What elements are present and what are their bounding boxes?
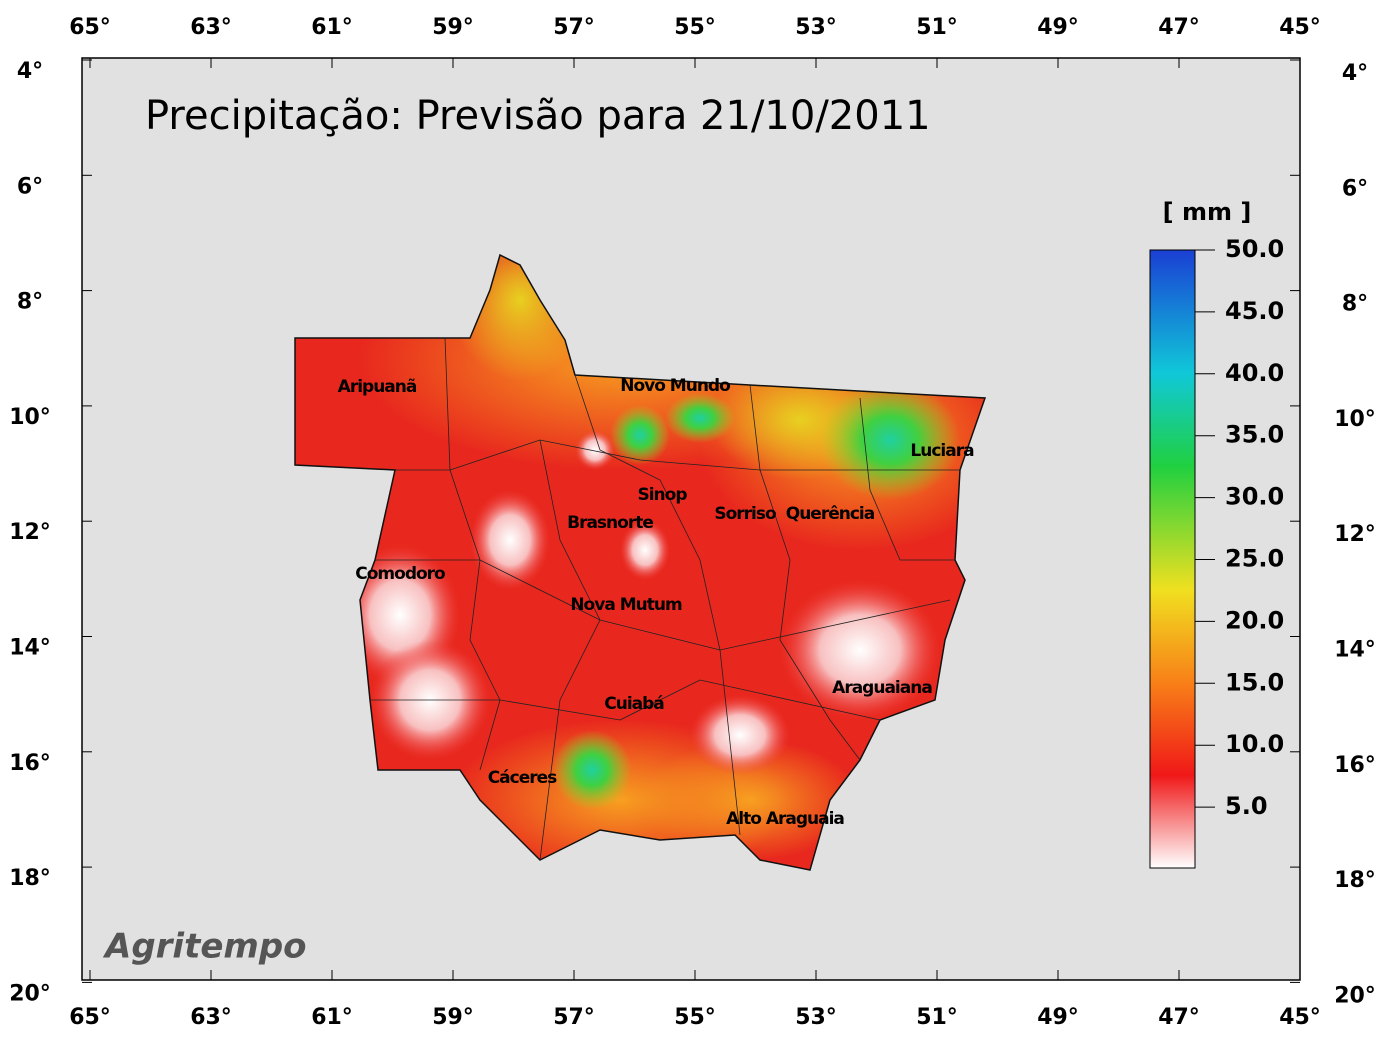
lon-label: 47° [1158, 1005, 1200, 1030]
colorbar-label: 50.0 [1225, 235, 1284, 263]
city-label: Brasnorte [567, 513, 653, 533]
lon-label: 53° [795, 1005, 837, 1030]
city-label: Aripuanã [338, 377, 417, 397]
colorbar-label: 15.0 [1225, 668, 1284, 696]
lon-label: 51° [916, 15, 958, 40]
lon-label: 53° [795, 15, 837, 40]
lat-label: 10° [9, 405, 51, 430]
credit-logo: Agritempo [102, 927, 307, 967]
lon-label: 55° [674, 1005, 716, 1030]
lon-label: 59° [432, 15, 474, 40]
city-label: Nova Mutum [570, 595, 682, 615]
lat-label: 16° [9, 751, 51, 776]
lat-label: 18° [1334, 868, 1376, 893]
city-label: Comodoro [355, 564, 445, 584]
lat-label: 4° [17, 59, 43, 84]
lon-label: 63° [190, 1005, 232, 1030]
colorbar [1149, 249, 1196, 869]
lon-label: 49° [1037, 15, 1079, 40]
lat-label: 4° [1342, 61, 1368, 86]
lon-label: 57° [553, 1005, 595, 1030]
lat-label: 20° [1334, 983, 1376, 1008]
map-title: Precipitação: Previsão para 21/10/2011 [145, 93, 931, 139]
colorbar-label: 45.0 [1225, 297, 1284, 325]
lon-label: 57° [553, 15, 595, 40]
city-label: Cáceres [488, 768, 557, 788]
colorbar-label: 5.0 [1225, 792, 1268, 820]
city-label: Luciara [910, 441, 974, 461]
lon-label: 49° [1037, 1005, 1079, 1030]
lat-label: 18° [9, 866, 51, 891]
city-label: Querência [786, 504, 875, 524]
lon-label: 63° [190, 15, 232, 40]
colorbar-label: 30.0 [1225, 483, 1284, 511]
lon-label: 47° [1158, 15, 1200, 40]
lon-label: 65° [69, 15, 111, 40]
lat-label: 6° [17, 174, 43, 199]
colorbar-label: 35.0 [1225, 421, 1284, 449]
lon-label: 59° [432, 1005, 474, 1030]
lat-label: 14° [9, 636, 51, 661]
lat-label: 12° [1334, 522, 1376, 547]
city-label: Araguaiana [832, 678, 932, 698]
city-label: Sorriso [714, 504, 776, 524]
municipality-borders [370, 337, 960, 861]
lat-label: 16° [1334, 753, 1376, 778]
city-label: Alto Araguaia [726, 809, 844, 829]
colorbar-label: 20.0 [1225, 606, 1284, 634]
lat-label: 8° [1342, 292, 1368, 317]
lon-label: 55° [674, 15, 716, 40]
lon-label: 65° [69, 1005, 111, 1030]
colorbar-label: 40.0 [1225, 359, 1284, 387]
colorbar-label: 25.0 [1225, 545, 1284, 573]
lat-label: 14° [1334, 638, 1376, 663]
lat-label: 8° [17, 290, 43, 315]
lat-label: 12° [9, 520, 51, 545]
city-label: Novo Mundo [620, 376, 730, 396]
lon-label: 45° [1279, 1005, 1321, 1030]
lon-label: 61° [311, 1005, 353, 1030]
colorbar-unit: [ mm ] [1163, 198, 1252, 226]
lat-label: 20° [9, 981, 51, 1006]
colorbar-label: 10.0 [1225, 730, 1284, 758]
lon-label: 45° [1279, 15, 1321, 40]
lon-label: 51° [916, 1005, 958, 1030]
city-label: Sinop [637, 485, 687, 505]
lat-label: 10° [1334, 407, 1376, 432]
city-label: Cuiabá [604, 694, 664, 714]
lon-label: 61° [311, 15, 353, 40]
lat-label: 6° [1342, 176, 1368, 201]
